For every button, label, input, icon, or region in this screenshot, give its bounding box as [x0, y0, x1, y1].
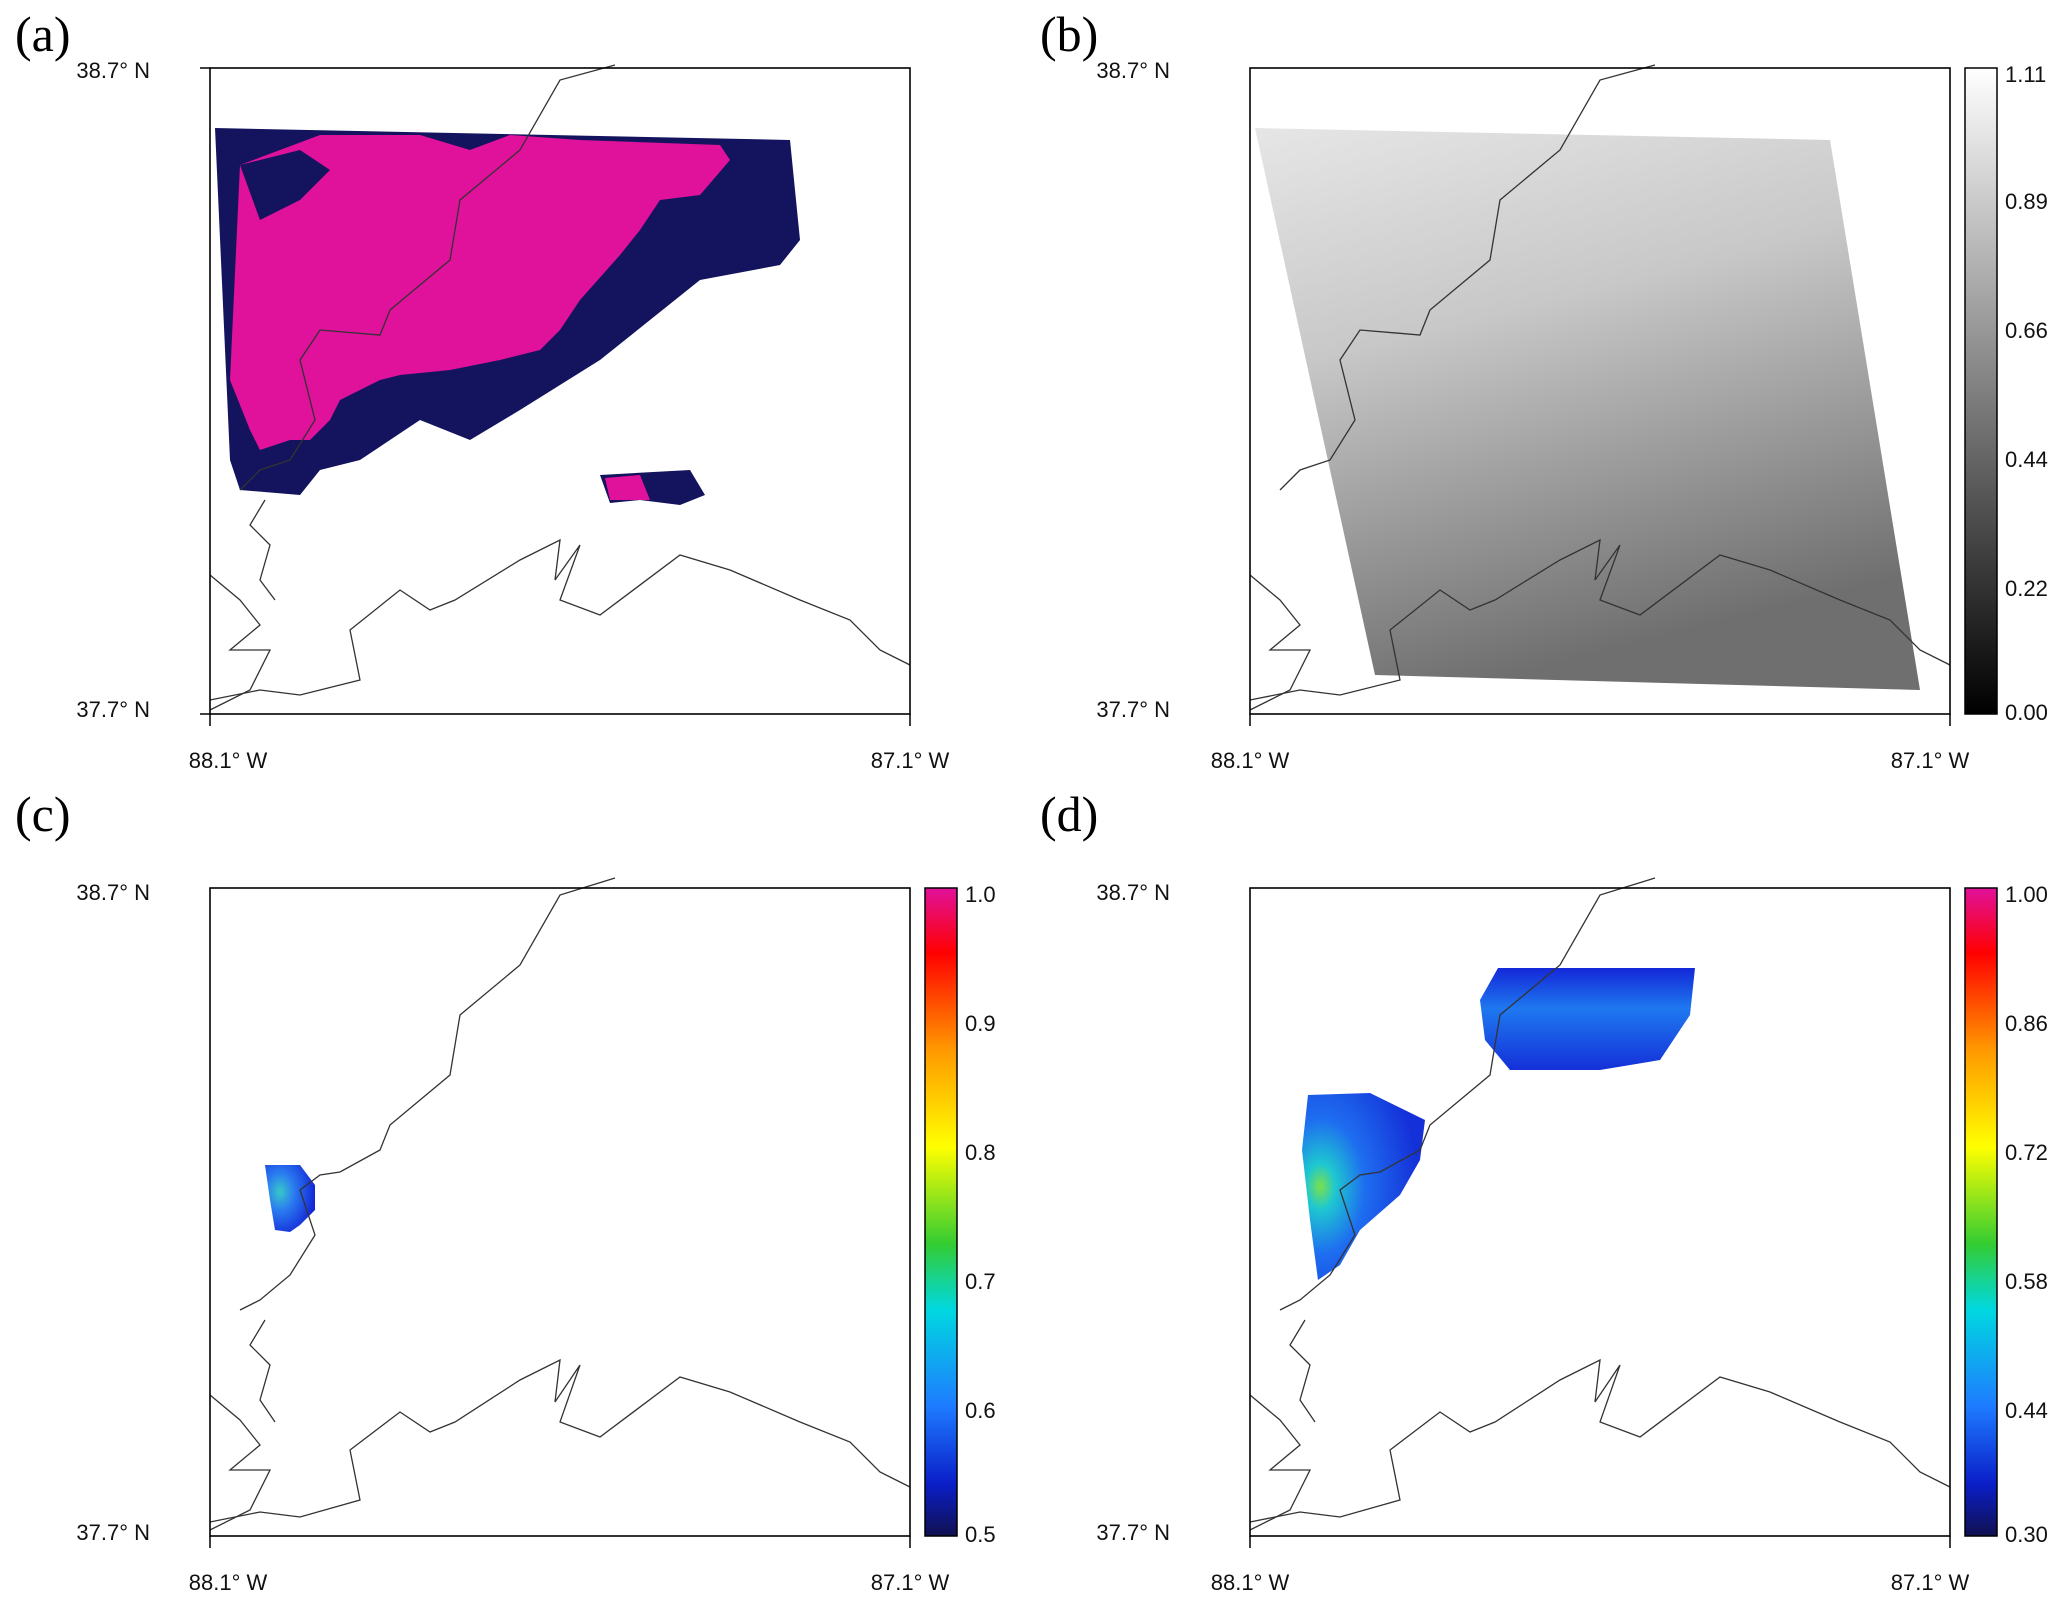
- lon-left-label: 88.1° W: [188, 1570, 268, 1595]
- reflectance-swath: [1255, 128, 1920, 690]
- map-border: [1249, 67, 1951, 715]
- map-border: [1249, 887, 1951, 1537]
- colorbar-tick: 0.86: [2005, 1011, 2048, 1036]
- panel-a: (a) 38.7° N 37.7° N 88.1° W 87.1° W: [0, 0, 1030, 790]
- lon-left-label: 88.1° W: [1210, 748, 1290, 773]
- lat-bottom-label: 37.7° N: [76, 697, 150, 722]
- colorbar-tick: 0.89: [2005, 189, 2048, 214]
- state-borders: [209, 877, 911, 1531]
- lat-top-label: 38.7° N: [1096, 58, 1170, 83]
- class-region-magenta-small: [605, 475, 650, 500]
- lat-bottom-label: 37.7° N: [76, 1520, 150, 1545]
- colorbar-tick: 0.66: [2005, 318, 2048, 343]
- probability-blob: [265, 1165, 315, 1232]
- colorbar-tick: 0.72: [2005, 1140, 2048, 1165]
- lon-right-label: 87.1° W: [1890, 748, 1970, 773]
- colorbar-tick: 0.30: [2005, 1522, 2048, 1547]
- lat-bottom-label: 37.7° N: [1096, 1520, 1170, 1545]
- lon-right-label: 87.1° W: [870, 748, 950, 773]
- colorbar-tick: 1.11: [2005, 62, 2047, 87]
- panel-label: (d): [1040, 786, 1099, 842]
- colorbar: [1964, 67, 1998, 715]
- map-frame: [1249, 877, 1998, 1548]
- map-frame: [209, 877, 958, 1548]
- colorbar-tick: 0.44: [2005, 447, 2048, 472]
- colorbar-tick: 0.5: [965, 1522, 996, 1547]
- colorbar-tick: 1.00: [2005, 882, 2048, 907]
- colorbar-tick: 0.22: [2005, 576, 2048, 601]
- panel-d: (d) 38.7° N 37.7° N 88.1° W 87.1° W: [1040, 786, 2067, 1603]
- lat-top-label: 38.7° N: [76, 880, 150, 905]
- colorbar-tick: 0.00: [2005, 700, 2048, 725]
- colorbar-tick: 0.8: [965, 1140, 996, 1165]
- map-border: [209, 887, 911, 1537]
- state-borders: [1249, 64, 1951, 711]
- map-frame: [1249, 64, 1998, 726]
- lon-right-label: 87.1° W: [1890, 1570, 1970, 1595]
- colorbar-tick: 0.6: [965, 1398, 996, 1423]
- state-borders: [1249, 877, 1951, 1531]
- panel-label: (b): [1040, 6, 1099, 62]
- lon-left-label: 88.1° W: [188, 748, 268, 773]
- panel-label: (c): [15, 786, 71, 842]
- panel-label: (a): [15, 6, 71, 62]
- colorbar: [1964, 887, 1998, 1537]
- colorbar: [924, 887, 958, 1537]
- probability-blob-lower: [1302, 1093, 1425, 1280]
- panel-b: (b) 38.7° N 37.7° N 88.1° W 87.1° W 1.11…: [1040, 0, 2067, 790]
- colorbar-tick: 0.9: [965, 1011, 996, 1036]
- colorbar-tick: 0.44: [2005, 1398, 2048, 1423]
- map-frame: [200, 64, 911, 726]
- lon-left-label: 88.1° W: [1210, 1570, 1290, 1595]
- lon-right-label: 87.1° W: [870, 1570, 950, 1595]
- lat-top-label: 38.7° N: [1096, 880, 1170, 905]
- lat-top-label: 38.7° N: [76, 58, 150, 83]
- colorbar-tick: 1.0: [965, 882, 996, 907]
- class-region-navy-top: [240, 150, 330, 220]
- map-border: [209, 67, 911, 715]
- colorbar-tick: 0.7: [965, 1269, 996, 1294]
- class-region-magenta: [230, 135, 730, 450]
- probability-blob-upper: [1480, 968, 1695, 1070]
- panel-c: (c) 38.7° N 37.7° N 88.1° W 87.1° W: [0, 786, 1030, 1603]
- colorbar-tick: 0.58: [2005, 1269, 2048, 1294]
- lat-bottom-label: 37.7° N: [1096, 697, 1170, 722]
- state-borders: [209, 64, 911, 711]
